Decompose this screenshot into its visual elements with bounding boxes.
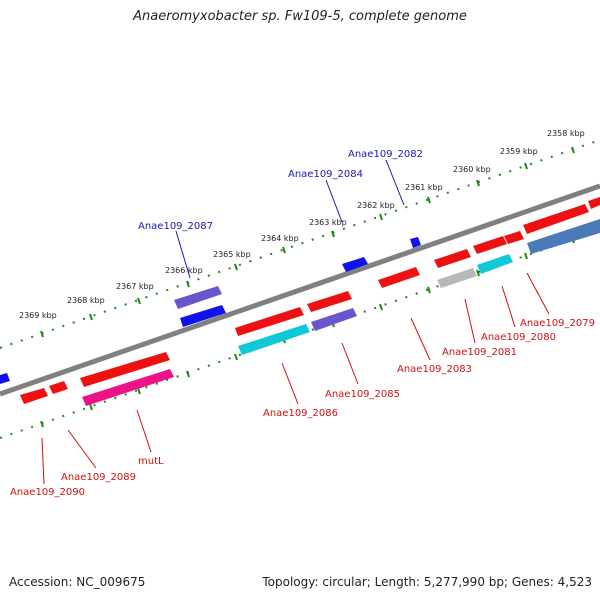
gene-feature — [410, 237, 421, 248]
gene-feature — [235, 307, 304, 336]
gene-feature — [523, 204, 589, 234]
gene-label: Anae109_2087 — [138, 221, 213, 232]
gene-feature — [82, 369, 174, 406]
kbp-label: 2362 kbp — [357, 201, 395, 210]
outer-major-ticks — [40, 146, 575, 338]
gene-label: Anae109_2079 — [520, 318, 595, 329]
outer-tick-track — [0, 139, 600, 349]
gene-label: Anae109_2090 — [10, 487, 85, 498]
gene-label: Anae109_2089 — [61, 472, 136, 483]
kbp-label: 2359 kbp — [500, 147, 538, 156]
gene-feature — [477, 254, 513, 274]
kbp-label: 2363 kbp — [309, 218, 347, 227]
gene-feature — [180, 305, 226, 327]
gene-feature — [437, 268, 477, 288]
kbp-label: 2368 kbp — [67, 296, 105, 305]
kbp-label: 2358 kbp — [547, 129, 585, 138]
label-leader-lines — [41, 159, 550, 485]
gene-features — [0, 197, 600, 406]
kbp-label: 2365 kbp — [213, 250, 251, 259]
genome-backbone — [0, 183, 600, 397]
gene-feature — [0, 373, 10, 384]
gene-feature — [20, 388, 48, 404]
gene-label: Anae109_2083 — [397, 364, 472, 375]
gene-label: Anae109_2082 — [348, 149, 423, 160]
kbp-label: 2369 kbp — [19, 311, 57, 320]
gene-feature — [378, 267, 420, 288]
gene-feature — [434, 249, 471, 268]
gene-feature — [80, 352, 170, 387]
gene-feature — [527, 219, 600, 254]
gene-feature — [174, 286, 222, 309]
gene-label: mutL — [138, 456, 164, 467]
inner-major-ticks — [40, 236, 575, 428]
gene-feature — [311, 308, 357, 331]
gene-feature — [588, 197, 600, 209]
kbp-label: 2360 kbp — [453, 165, 491, 174]
map-title: Anaeromyxobacter sp. Fw109-5, complete g… — [133, 9, 467, 24]
kbp-label: 2366 kbp — [165, 266, 203, 275]
gene-feature — [473, 236, 507, 254]
genome-summary-text: Topology: circular; Length: 5,277,990 bp… — [262, 575, 592, 589]
gene-labels-bottom: Anae109_2079 Anae109_2080 Anae109_2081 A… — [10, 318, 595, 498]
kbp-label: 2361 kbp — [405, 183, 443, 192]
kbp-label: 2367 kbp — [116, 282, 154, 291]
gene-feature — [342, 257, 368, 272]
accession-text: Accession: NC_009675 — [9, 575, 146, 589]
gene-label: Anae109_2080 — [481, 332, 556, 343]
gene-feature — [238, 324, 310, 355]
gene-label: Anae109_2085 — [325, 389, 400, 400]
gene-feature — [307, 291, 352, 312]
gene-feature — [504, 231, 524, 244]
gene-label: Anae109_2086 — [263, 408, 338, 419]
gene-feature — [49, 381, 68, 394]
gene-label: Anae109_2084 — [288, 169, 363, 180]
gene-labels-top: Anae109_2082 Anae109_2084 Anae109_2087 — [138, 149, 423, 232]
kbp-labels: 2358 kbp 2359 kbp 2360 kbp 2361 kbp 2362… — [19, 129, 585, 320]
kbp-label: 2364 kbp — [261, 234, 299, 243]
gene-label: Anae109_2081 — [442, 347, 517, 358]
